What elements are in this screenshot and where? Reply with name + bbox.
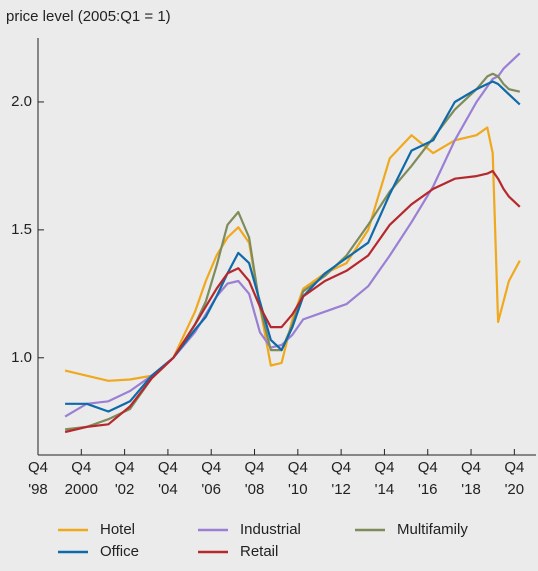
x-tick-label: Q4 '02 [114,459,135,498]
legend-label: Hotel [100,521,136,538]
legend-label: Retail [240,543,279,560]
series-line [64,126,521,382]
y-tick-label: 1.5 [11,220,32,238]
x-tick-label: Q4 '20 [504,459,525,498]
x-tick-label: Q4 '14 [374,459,395,498]
x-tick-label: Q4 2000 [64,459,98,498]
legend-label: Industrial [240,521,301,538]
x-tick-label: Q4 '12 [331,459,352,498]
legend-label: Office [100,543,139,560]
x-tick-label: Q4 '08 [244,459,265,498]
x-tick-label: Q4 '18 [461,459,482,498]
x-tick-label: Q4 '04 [157,459,178,498]
y-tick-label: 2.0 [11,92,32,110]
x-tick-label: Q4 '06 [201,459,222,498]
series-line [64,72,521,431]
legend-label: Multifamily [397,521,468,538]
x-tick-label: Q4 '98 [27,459,48,498]
series-line [64,169,521,434]
y-tick-label: 1.0 [11,348,32,366]
y-axis-label: price level (2005:Q1 = 1) [6,8,171,25]
x-tick-label: Q4 '10 [287,459,308,498]
x-tick-label: Q4 '16 [417,459,438,498]
series-line [65,80,521,413]
